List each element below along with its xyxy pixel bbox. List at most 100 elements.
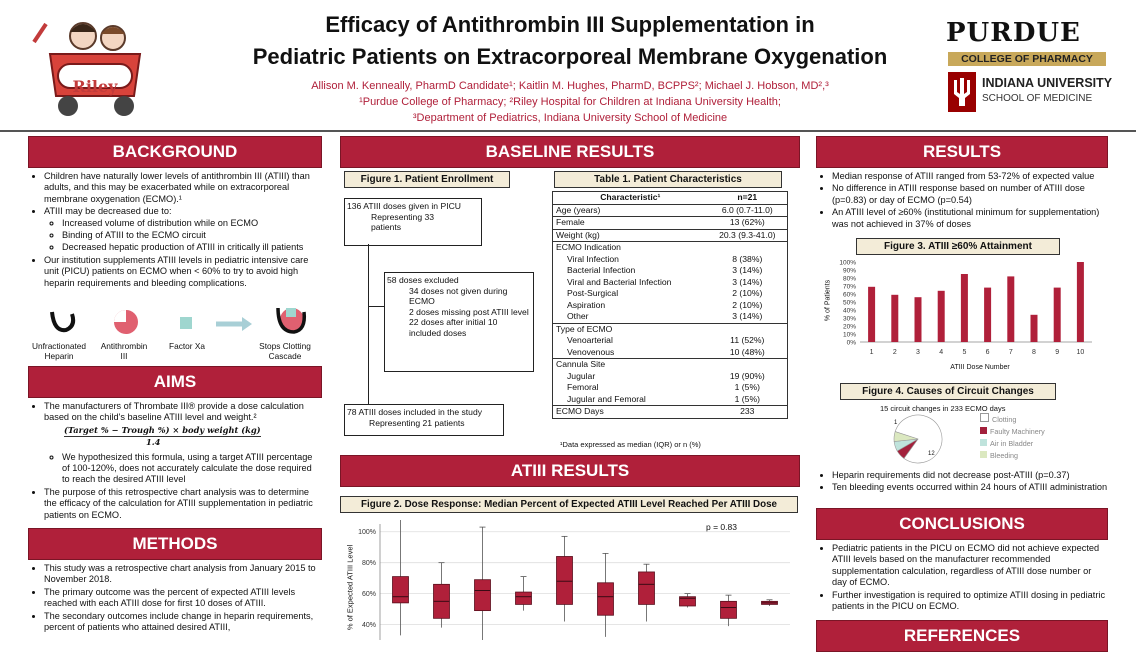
bar-x-tick-label: 3	[916, 349, 920, 356]
bar-x-tick-label: 8	[1032, 349, 1036, 356]
bar-y-tick-label: 0%	[847, 340, 857, 347]
attainment-bar	[891, 294, 899, 342]
dose-box	[556, 556, 573, 605]
poster-title-line2: Pediatric Patients on Extracorporeal Mem…	[252, 44, 888, 69]
box-y-tick-label: 60%	[362, 591, 376, 598]
formula-numerator: (Target % − Trough %) × body weight (kg)	[64, 425, 261, 438]
legend-item-clotting: Clotting	[980, 413, 1045, 426]
affiliation-1: ¹Purdue College of Pharmacy; ²Riley Hosp…	[359, 96, 781, 108]
table-row-value: 3 (14%)	[732, 276, 763, 287]
conclusions-section: Pediatric patients in the PICU on ECMO d…	[818, 543, 1108, 613]
pie-label-faulty: 1	[894, 420, 898, 426]
legend-swatch-bleeding	[980, 451, 987, 458]
header-divider	[0, 130, 1136, 132]
table-row-value: 13 (62%)	[707, 216, 787, 229]
arrow-right-icon	[214, 316, 254, 337]
bar-y-tick-label: 60%	[843, 292, 856, 299]
legend-item-faulty: Faulty Machinery	[980, 426, 1045, 438]
enrollment-box-2-line-3: 2 doses missing post ATIII level	[409, 306, 529, 317]
formula-denominator: 1.4	[146, 437, 161, 448]
figure2-pvalue: p = 0.83	[706, 522, 737, 532]
results-bullet-3: An ATIII level of ≥60% (institutional mi…	[832, 207, 1108, 230]
enrollment-box-1-line-3: patients	[371, 222, 402, 233]
table-row-label: Jugular and Femoral	[567, 393, 646, 404]
attainment-bar	[868, 286, 876, 342]
conclusions-bullet-1: Pediatric patients in the PICU on ECMO d…	[832, 543, 1108, 589]
table-row-value: 20.3 (9.3-41.0)	[707, 228, 787, 242]
enrollment-box-2-line-2: 34 doses not given during ECMO	[409, 285, 508, 307]
table-header-characteristic: Characteristic¹	[600, 192, 661, 202]
table-row-label: Cannula Site	[553, 358, 708, 371]
box-y-tick-label: 100%	[358, 529, 376, 536]
attainment-bar-chart: 100%90%80%70%60%50%40%30%20%10%0% 1 2 3 4 5 6 7…	[839, 260, 1092, 356]
attainment-bar	[1053, 287, 1061, 342]
box-y-tick-label: 80%	[362, 560, 376, 567]
table-row-label: Jugular	[567, 370, 596, 381]
riley-logo-text: Riley	[72, 77, 118, 96]
attainment-bar	[1030, 314, 1038, 342]
enrollment-box-3-line-1: 78 ATIII doses included in the study	[347, 407, 483, 417]
table-row-label: Female	[553, 216, 708, 229]
bar-y-tick-label: 90%	[843, 268, 856, 275]
stops-clotting-icon	[270, 302, 310, 341]
icon-label-factor-xa: Factor Xa	[169, 341, 205, 351]
table-row-value: 19 (90%)	[729, 370, 765, 381]
aims-section: The manufacturers of Thrombate III® prov…	[30, 401, 320, 522]
aims-bullet-2: The purpose of this retrospective chart …	[44, 487, 320, 521]
results-heading: RESULTS	[816, 136, 1108, 168]
legend-item-bleeding: Bleeding	[980, 450, 1045, 462]
table-row-value: 3 (14%)	[732, 265, 763, 275]
enrollment-box-1-line-2: Representing 33	[371, 211, 435, 222]
heparin-icon	[48, 306, 78, 341]
table-row-label: Venovenous	[567, 346, 615, 357]
table-row-value: 1 (5%)	[734, 393, 760, 404]
enrollment-box-1: 136 ATIII doses given in PICU Representi…	[344, 198, 482, 246]
background-section: Children have naturally lower levels of …	[30, 171, 320, 290]
dose-box	[515, 591, 532, 605]
aims-sub-1: We hypothesized this formula, using a ta…	[62, 452, 320, 486]
table-row-label: ECMO Indication	[553, 241, 708, 254]
methods-bullet-1: This study was a retrospective chart ana…	[44, 563, 320, 586]
table-row-value: 2 (10%)	[732, 288, 763, 298]
bar-y-tick-label: 80%	[843, 276, 856, 283]
atiii-results-heading: ATIII RESULTS	[340, 455, 800, 487]
figure1-title: Figure 1. Patient Enrollment	[344, 171, 510, 188]
legend-label-air: Air in Bladder	[990, 439, 1034, 448]
bar-x-tick-label: 5	[962, 349, 966, 356]
factor-xa-icon	[180, 317, 192, 329]
legend-swatch-clotting	[980, 413, 989, 422]
legend-label-faulty: Faulty Machinery	[990, 427, 1045, 436]
table-row-value	[707, 241, 787, 254]
figure2-title: Figure 2. Dose Response: Median Percent …	[340, 496, 798, 513]
attainment-bar	[1007, 276, 1015, 342]
table-row-label: Aspiration	[567, 299, 606, 310]
icon-label-heparin: Unfractionated Heparin	[32, 341, 86, 361]
figure3-title: Figure 3. ATIII ≥60% Attainment	[856, 238, 1060, 255]
legend-item-air: Air in Bladder	[980, 438, 1045, 450]
dose-formula: (Target % − Trough %) × body weight (kg)…	[64, 425, 320, 449]
bar-x-tick-label: 2	[893, 349, 897, 356]
baseline-results-heading: BASELINE RESULTS	[340, 136, 800, 168]
methods-heading: METHODS	[28, 528, 322, 560]
results-bullet-5: Ten bleeding events occurred within 24 h…	[832, 482, 1108, 493]
bar-y-tick-label: 30%	[843, 316, 856, 323]
table1-title: Table 1. Patient Characteristics	[554, 171, 782, 188]
background-bullet-3: Our institution supplements ATIII levels…	[44, 255, 320, 289]
table-row-value: 8 (38%)	[732, 253, 763, 264]
iu-logo-text: INDIANA UNIVERSITY	[982, 76, 1113, 90]
icon-label-stops-clotting: Stops Clotting Cascade	[259, 341, 311, 361]
background-sub-1: Increased volume of distribution while o…	[62, 218, 320, 229]
flow-line	[368, 244, 369, 404]
dose-response-boxplot: 100% 80% 60% 40%	[358, 520, 790, 640]
dose-box	[474, 579, 491, 612]
table-row-value: 2 (10%)	[732, 299, 763, 310]
dose-box	[638, 571, 655, 605]
pie-slice	[894, 414, 943, 464]
table-row-value: 6.0 (0.7-11.0)	[707, 203, 787, 217]
aims-heading: AIMS	[28, 366, 322, 398]
legend-label-bleeding: Bleeding	[990, 451, 1018, 460]
bar-x-tick-label: 6	[986, 349, 990, 356]
attainment-bar	[937, 290, 945, 342]
results-bullet-4: Heparin requirements did not decrease po…	[832, 470, 1108, 481]
table-row-value	[707, 358, 787, 371]
